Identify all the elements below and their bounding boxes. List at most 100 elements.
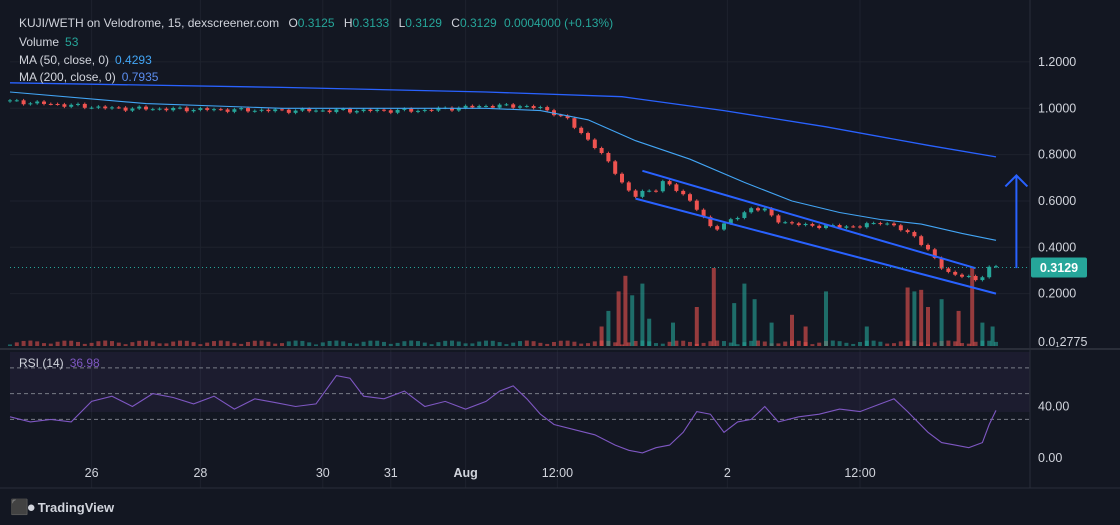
candle-body	[803, 223, 808, 226]
candle-body	[756, 208, 760, 211]
volume-bar	[633, 340, 638, 346]
candle-body	[123, 107, 128, 111]
volume-spike-bar	[732, 303, 737, 346]
volume-spike-bar	[769, 322, 774, 346]
ma50-legend[interactable]: MA (50, close, 0) 0.4293	[19, 53, 152, 67]
candle-body	[116, 107, 121, 109]
volume-bar	[28, 340, 33, 346]
rsi-tick-label: 40.00	[1038, 400, 1069, 414]
volume-bar	[524, 340, 529, 346]
volume-spike-bar	[647, 318, 652, 346]
candle-body	[735, 217, 740, 220]
price-candles[interactable]	[8, 98, 998, 282]
rsi-legend[interactable]: RSI (14) 36.98	[19, 356, 100, 370]
symbol-header: KUJI/WETH on Velodrome, 15, dexscreener.…	[19, 16, 613, 30]
volume-bar	[300, 340, 305, 346]
candle-body	[205, 108, 210, 110]
price-tick-label: 0.2000	[1038, 287, 1076, 301]
candle-body	[327, 110, 332, 113]
volume-bar	[361, 341, 366, 346]
candle-body	[864, 223, 869, 228]
volume-bar	[8, 344, 12, 346]
target-arrow[interactable]	[1004, 174, 1029, 269]
candle-body	[762, 208, 767, 211]
volume-bar	[368, 340, 373, 346]
volume-bar	[898, 341, 903, 346]
ma200-legend-label: MA (200, close, 0)	[19, 70, 116, 84]
volume-bar	[484, 340, 488, 346]
candle-body	[722, 223, 726, 230]
candle-body	[184, 107, 189, 112]
volume-bar	[871, 340, 876, 346]
time-tick-label: 2	[724, 466, 731, 480]
candle-body	[994, 266, 998, 268]
volume-legend[interactable]: Volume 53	[19, 35, 78, 49]
volume-bar	[837, 341, 842, 346]
volume-bar	[463, 343, 468, 346]
volume-spike-bar	[939, 299, 944, 346]
last-price-value: 0.3129	[1040, 261, 1078, 275]
rsi-band-fill	[10, 352, 1030, 412]
volume-bar	[932, 342, 937, 346]
volume-bar	[994, 341, 998, 346]
volume-legend-value: 53	[65, 35, 79, 49]
volume-bar	[728, 342, 733, 346]
candle-body	[871, 223, 876, 225]
price-tick-label: 0.6000	[1038, 194, 1076, 208]
volume-bar	[436, 342, 441, 346]
price-axis-ticks[interactable]: 1.2000 1.0000 0.8000 0.6000 0.4000 0.2000 40.0…	[1038, 55, 1076, 465]
ohlc-close-value: 0.3129	[459, 16, 497, 30]
candle-body	[919, 236, 924, 245]
candle-body	[484, 106, 488, 108]
volume-bar	[21, 340, 26, 346]
ohlc-open-value: 0.3125	[297, 16, 335, 30]
candle-body	[307, 108, 312, 112]
pair-title[interactable]: KUJI/WETH on Velodrome, 15, dexscreener.…	[19, 16, 280, 30]
volume-spike-bar	[803, 326, 808, 346]
volume-bar	[531, 341, 536, 346]
candle-body	[76, 103, 80, 105]
volume-bar	[150, 341, 155, 346]
candle-body	[409, 108, 414, 112]
volume-spike-bar	[970, 268, 975, 346]
candle-body	[218, 109, 223, 111]
volume-bar	[810, 344, 815, 346]
descending-channel[interactable]	[635, 169, 997, 295]
ohlc-close-label: C	[451, 16, 460, 30]
candle-body	[320, 110, 325, 112]
volume-bar	[157, 343, 162, 346]
ma200-legend[interactable]: MA (200, close, 0) 0.7935	[19, 70, 158, 84]
candle-body	[790, 222, 794, 224]
candle-body	[69, 104, 74, 107]
candle-body	[728, 219, 733, 224]
volume-spike-bar	[630, 295, 635, 346]
ma50-line	[9, 91, 997, 241]
volume-spike-bar	[990, 326, 995, 346]
candle-body	[558, 115, 563, 117]
volume-bar	[749, 340, 754, 346]
volume-bar	[212, 341, 216, 346]
time-axis-ticks[interactable]: 26 28 30 31 Aug 12:00 2 12:00	[85, 466, 876, 480]
tradingview-brand[interactable]: ⬛● TradingView	[10, 498, 114, 516]
volume-bar	[69, 340, 74, 346]
candle-body	[898, 225, 903, 231]
volume-bar	[470, 343, 475, 346]
volume-bar	[259, 340, 264, 346]
candle-body	[715, 226, 720, 230]
volume-bar	[817, 342, 822, 346]
time-tick-label: 30	[316, 466, 330, 480]
candle-body	[164, 108, 169, 111]
volume-bar	[307, 342, 312, 346]
volume-bar	[579, 343, 584, 346]
ohlc-high-value: 0.3133	[352, 16, 390, 30]
candle-body	[266, 109, 271, 112]
volume-bar	[35, 341, 40, 346]
rsi-legend-value: 36.98	[69, 356, 100, 370]
candle-body	[912, 232, 917, 237]
candle-body	[633, 190, 638, 197]
volume-bar	[354, 343, 359, 346]
candle-body	[538, 107, 543, 109]
volume-spike-bar	[623, 275, 628, 346]
volume-bar	[667, 341, 672, 346]
